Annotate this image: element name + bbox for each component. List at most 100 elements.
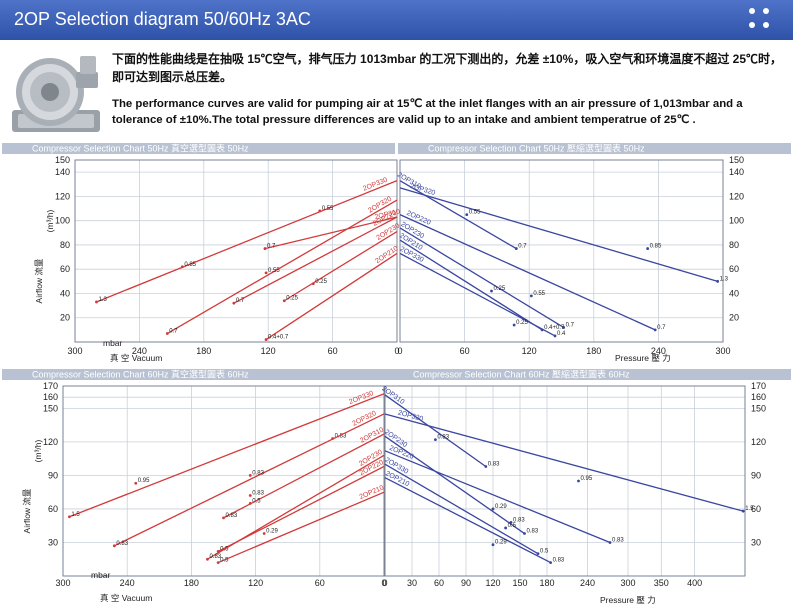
y-tick-label: 20 — [60, 313, 70, 323]
data-label: 0.83 — [252, 491, 264, 497]
series-line — [384, 394, 487, 468]
data-label: 0.55 — [322, 206, 334, 212]
series-line — [384, 463, 539, 555]
x-tick-label: 240 — [132, 346, 147, 356]
data-point — [529, 294, 533, 298]
x-tick-label: 120 — [248, 578, 263, 588]
x-tick-label: 90 — [461, 578, 471, 588]
data-label: 0.83 — [553, 558, 565, 564]
x-tick-label: 30 — [407, 578, 417, 588]
data-point — [318, 209, 322, 213]
data-label: 0.83 — [116, 541, 128, 547]
data-point — [549, 561, 552, 564]
y-tick-label: 140 — [729, 167, 744, 177]
chart-panel-4: Compressor Selection Chart 60Hz 壓縮選型圖表 6… — [380, 369, 791, 605]
data-label: 0.4+0.7 — [544, 325, 565, 331]
chart-title-strip — [2, 369, 383, 380]
y-tick-label: 140 — [55, 167, 70, 177]
data-point — [504, 526, 507, 530]
data-label: 1.5 — [71, 512, 80, 518]
data-label: 0.83 — [209, 554, 221, 560]
data-label: 0.4+0.7 — [268, 335, 289, 341]
y-tick-label: 160 — [43, 392, 58, 402]
y-axis-label: Airflow 流量 — [22, 488, 32, 533]
x-tick-label: 240 — [120, 578, 135, 588]
series-line — [283, 231, 398, 302]
y-tick-label: 90 — [48, 470, 58, 480]
x-tick-label: 180 — [586, 346, 601, 356]
y-tick-label: 160 — [751, 392, 766, 402]
plot-frame — [62, 385, 385, 577]
chart-title-strip — [2, 143, 395, 154]
y-tick-label: 40 — [60, 288, 70, 298]
series-line — [399, 180, 517, 250]
data-point — [491, 507, 495, 511]
data-point — [262, 532, 266, 535]
x-tick-label: 120 — [485, 578, 500, 588]
data-label: 0.7 — [518, 244, 527, 250]
grid-dots-icon[interactable] — [749, 8, 773, 32]
x-tick-label: 60 — [315, 578, 325, 588]
data-point — [165, 332, 169, 335]
chart-panel-2: Compressor Selection Chart 50Hz 壓縮選型圖表 5… — [396, 143, 791, 363]
data-label: 0.5 — [220, 558, 229, 564]
data-label: 0.25 — [516, 320, 528, 326]
data-label: 0.4 — [557, 331, 566, 337]
series-2op330: 1.3 0.85 0.55 2OP330 — [95, 177, 398, 304]
y-tick-label: 150 — [729, 155, 744, 165]
y-tick-label: 40 — [729, 288, 739, 298]
data-label: 0.83 — [226, 513, 238, 519]
plot-frame — [399, 159, 724, 343]
data-label: 1.5 — [745, 506, 754, 512]
y-tick-label: 100 — [729, 216, 744, 226]
series-line — [384, 477, 551, 564]
chart-title: Compressor Selection Chart 60Hz 壓縮選型圖表 6… — [413, 369, 630, 380]
x-tick-label: 240 — [580, 578, 595, 588]
chart-title-strip — [383, 369, 791, 380]
x-tick-label: 150 — [512, 578, 527, 588]
data-point — [490, 289, 493, 293]
x-tick-label: 300 — [67, 346, 82, 356]
x-axis-label: Pressure 壓 力 — [615, 353, 671, 363]
data-label: 0.29 — [495, 504, 507, 510]
data-label: 0.55 — [268, 268, 280, 274]
data-label: 0.25 — [315, 279, 327, 285]
data-label: 0.83 — [612, 537, 624, 543]
y-tick-label: 150 — [751, 403, 766, 413]
y-tick-label: 90 — [751, 470, 761, 480]
y-tick-label: 60 — [60, 264, 70, 274]
data-label: 0.83 — [527, 529, 539, 535]
y-axis-unit: (m³/h) — [33, 440, 43, 463]
intro-en: The performance curves are valid for pum… — [112, 98, 743, 126]
y-tick-label: 60 — [751, 504, 761, 514]
chart-panel-1: Compressor Selection Chart 50Hz 真空選型圖表 5… — [2, 143, 401, 363]
data-label: 0.55 — [469, 210, 481, 216]
x-tick-label: 120 — [522, 346, 537, 356]
data-point — [206, 557, 209, 561]
data-label: 0.5 — [508, 523, 517, 529]
series-line — [399, 187, 718, 282]
y-axis-unit: (m³/h) — [45, 210, 55, 233]
data-label: 0.25 — [494, 286, 506, 292]
data-label: 1.3 — [720, 276, 729, 282]
data-point — [134, 481, 138, 485]
data-point — [263, 247, 267, 250]
x-tick-label: 0 — [397, 346, 402, 356]
y-tick-label: 120 — [751, 437, 766, 447]
x-tick-label: 60 — [460, 346, 470, 356]
data-point — [216, 561, 220, 564]
x-tick-label: 180 — [184, 578, 199, 588]
data-point — [465, 213, 469, 217]
data-point — [523, 532, 526, 535]
series-line — [265, 252, 398, 341]
x-axis-unit: mbar — [91, 570, 111, 580]
data-point — [434, 438, 437, 442]
y-tick-label: 170 — [43, 381, 58, 391]
series-name-label: 2OP330 — [348, 390, 375, 406]
x-tick-label: 60 — [434, 578, 444, 588]
data-point — [741, 509, 745, 513]
